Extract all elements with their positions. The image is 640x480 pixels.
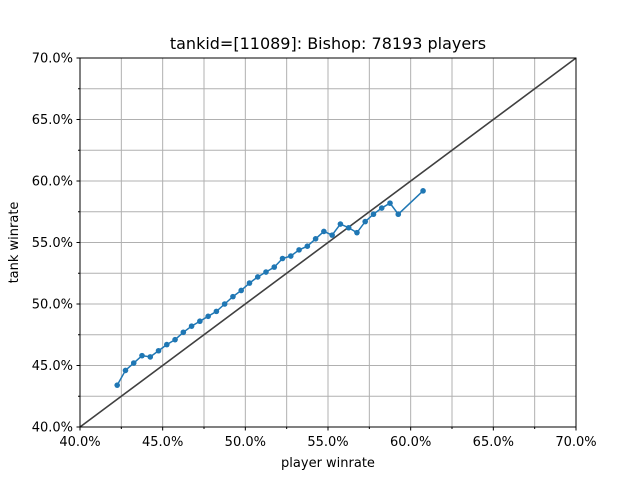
data-point <box>147 354 154 360</box>
data-point <box>197 318 203 325</box>
grid <box>80 58 576 427</box>
data-point <box>230 293 236 300</box>
data-point <box>329 232 335 238</box>
data-point <box>238 287 244 294</box>
data-point <box>188 323 195 329</box>
y-tick-label: 60.0% <box>32 175 73 190</box>
data-point <box>304 243 311 249</box>
data-point <box>205 313 211 320</box>
data-point <box>114 382 120 388</box>
x-axis-title: player winrate <box>281 456 375 471</box>
y-tick-label: 50.0% <box>32 298 73 313</box>
data-point <box>172 336 178 343</box>
chart-title: tankid=[11089]: Bishop: 78193 players <box>170 34 486 53</box>
data-point <box>254 274 261 280</box>
data-point <box>279 255 286 262</box>
data-point <box>354 229 360 236</box>
x-tick-label: 50.0% <box>225 435 266 450</box>
y-axis-title: tank winrate <box>7 202 22 284</box>
series-layer <box>114 188 426 388</box>
data-point <box>345 224 352 231</box>
y-tick-label: 65.0% <box>32 113 73 128</box>
data-point <box>378 205 385 211</box>
y-tick-label: 45.0% <box>32 359 73 374</box>
data-point <box>246 280 253 286</box>
data-point <box>139 352 145 359</box>
data-point <box>130 360 137 366</box>
data-point <box>180 329 187 336</box>
data-point <box>164 341 170 348</box>
y-tick-label: 70.0% <box>32 52 73 67</box>
data-point <box>395 211 402 218</box>
data-point <box>387 200 393 206</box>
data-point <box>122 367 129 374</box>
data-point <box>155 347 162 354</box>
data-point <box>337 221 344 227</box>
data-point <box>263 269 269 275</box>
y-axis-ticks: 40.0% 45.0% 50.0% 55.0% 60.0% 65.0% 70.0% <box>32 52 80 436</box>
data-point <box>321 228 327 235</box>
data-point <box>221 301 228 307</box>
data-point <box>288 253 294 259</box>
x-tick-label: 70.0% <box>555 435 596 450</box>
reference-line-layer <box>79 57 577 428</box>
x-tick-label: 40.0% <box>59 435 100 450</box>
data-point <box>312 236 319 242</box>
x-tick-label: 65.0% <box>473 435 514 450</box>
data-point <box>296 247 302 253</box>
data-point <box>370 211 377 218</box>
x-axis-ticks: 40.0% 45.0% 50.0% 55.0% 60.0% 65.0% 70.0% <box>59 427 597 450</box>
x-tick-label: 60.0% <box>390 435 431 450</box>
data-point <box>362 218 369 225</box>
data-point <box>213 308 220 315</box>
reference-diagonal-line <box>79 57 577 428</box>
y-tick-label: 55.0% <box>32 236 73 251</box>
x-tick-label: 55.0% <box>307 435 348 450</box>
data-point <box>271 264 278 270</box>
data-point <box>420 188 426 194</box>
x-tick-label: 45.0% <box>142 435 183 450</box>
y-tick-label: 40.0% <box>32 421 73 436</box>
